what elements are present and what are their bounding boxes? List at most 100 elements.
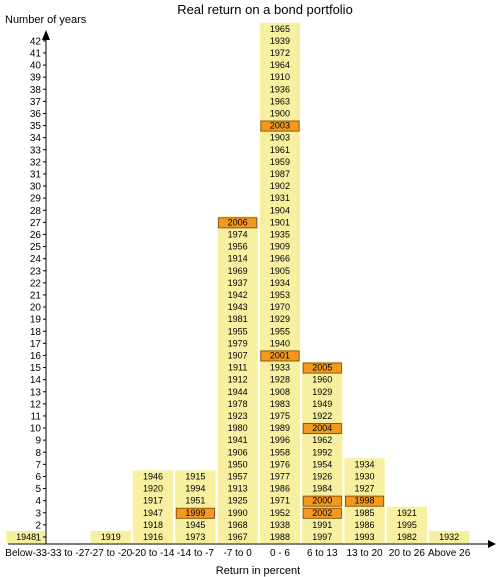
year-label-1934: 1934: [355, 459, 375, 469]
year-label-1917: 1917: [143, 496, 163, 506]
year-label-1906: 1906: [228, 447, 248, 457]
y-tick-label: 6: [35, 472, 41, 483]
year-label-2001: 2001: [270, 351, 290, 361]
bar--14-to--7: [175, 470, 216, 543]
year-label-1980: 1980: [228, 423, 248, 433]
x-tick-label: 6 to 13: [307, 548, 338, 559]
x-tick-label: 20 to 26: [389, 548, 426, 559]
year-label-1928: 1928: [270, 375, 290, 385]
y-axis-ticks: 1234567891011121314151617181920212223242…: [30, 36, 46, 543]
year-label-1967: 1967: [228, 532, 248, 542]
year-label-1964: 1964: [270, 60, 290, 70]
year-label-1907: 1907: [228, 351, 248, 361]
y-tick-label: 20: [30, 303, 42, 314]
y-tick-label: 38: [30, 85, 42, 96]
year-label-1908: 1908: [270, 387, 290, 397]
y-tick-label: 33: [30, 145, 42, 156]
y-tick-label: 11: [31, 411, 42, 422]
year-label-1900: 1900: [270, 109, 290, 119]
year-label-1925: 1925: [228, 496, 248, 506]
year-label-1969: 1969: [228, 266, 248, 276]
year-label-1977: 1977: [270, 472, 290, 482]
x-tick-label: -14 to -7: [177, 548, 215, 559]
y-tick-label: 35: [30, 121, 42, 132]
highlight-box-2005: [302, 362, 342, 374]
y-tick-label: 25: [30, 242, 42, 253]
year-label-1986: 1986: [355, 520, 375, 530]
year-label-1956: 1956: [228, 242, 248, 252]
year-label-1966: 1966: [270, 254, 290, 264]
y-tick-label: 13: [30, 387, 42, 398]
year-label-1981: 1981: [228, 314, 248, 324]
y-tick-label: 41: [30, 48, 42, 59]
y-tick-label: 9: [35, 436, 41, 447]
year-label-1947: 1947: [143, 508, 163, 518]
year-label-2002: 2002: [312, 508, 332, 518]
year-label-1989: 1989: [270, 423, 290, 433]
year-label-1961: 1961: [270, 145, 290, 155]
bar-Above-26: [429, 530, 470, 543]
year-label-1919: 1919: [101, 532, 121, 542]
y-tick-label: 5: [35, 484, 41, 495]
highlight-box-1998: [344, 495, 385, 507]
x-tick-label: 13 to 20: [346, 548, 383, 559]
year-label-1902: 1902: [270, 181, 290, 191]
year-label-1910: 1910: [270, 72, 290, 82]
x-tick-label: -20 to -14: [132, 548, 175, 559]
year-label-1992: 1992: [312, 447, 332, 457]
bar--27-to--20: [90, 530, 131, 543]
y-tick-label: 12: [30, 399, 42, 410]
y-tick-label: 28: [30, 206, 42, 217]
year-label-1952: 1952: [270, 508, 290, 518]
bar-0---6: [259, 22, 301, 543]
year-label-1904: 1904: [270, 205, 290, 215]
y-tick-label: 23: [30, 266, 42, 277]
y-tick-label: 18: [30, 327, 42, 338]
x-axis-ticks: Below-33 -33 to -27 -27 to -20 -20 to -14 -1…: [5, 548, 470, 559]
year-label-1954: 1954: [312, 459, 332, 469]
y-tick-label: 3: [35, 508, 41, 519]
year-label-1933: 1933: [270, 363, 290, 373]
year-label-1914: 1914: [228, 254, 248, 264]
year-label-1955: 1955: [270, 326, 290, 336]
year-label-2004: 2004: [312, 423, 332, 433]
year-label-1942: 1942: [228, 290, 248, 300]
y-tick-label: 14: [30, 375, 42, 386]
year-label-1912: 1912: [228, 375, 248, 385]
year-label-1991: 1991: [312, 520, 332, 530]
year-label-1944: 1944: [228, 387, 248, 397]
year-label-1976: 1976: [270, 459, 290, 469]
year-label-1946: 1946: [143, 472, 163, 482]
y-tick-label: 40: [30, 61, 42, 72]
year-label-2005: 2005: [312, 363, 332, 373]
y-tick-label: 39: [30, 73, 42, 84]
y-tick-label: 30: [30, 182, 42, 193]
year-label-1927: 1927: [355, 484, 375, 494]
year-label-1918: 1918: [143, 520, 163, 530]
year-label-1911: 1911: [228, 363, 247, 373]
year-label-1931: 1931: [270, 193, 290, 203]
year-label-1968: 1968: [228, 520, 248, 530]
chart-title: Real return on a bond portfolio: [177, 2, 353, 17]
y-tick-label: 24: [30, 254, 42, 265]
year-label-1988: 1988: [270, 532, 290, 542]
highlight-box-2004: [302, 423, 342, 435]
highlight-box-2006: [218, 217, 258, 229]
year-label-1953: 1953: [270, 290, 290, 300]
y-axis-label: Number of years: [5, 14, 87, 26]
year-label-1970: 1970: [270, 302, 290, 312]
y-tick-label: 21: [30, 290, 42, 301]
y-tick-label: 27: [30, 218, 42, 229]
y-tick-label: 19: [30, 315, 42, 326]
year-label-1963: 1963: [270, 96, 290, 106]
year-label-1943: 1943: [228, 302, 248, 312]
year-label-1929: 1929: [312, 387, 332, 397]
year-label-1960: 1960: [312, 375, 332, 385]
year-label-1941: 1941: [228, 435, 248, 445]
y-tick-label: 15: [30, 363, 42, 374]
year-label-1945: 1945: [185, 520, 205, 530]
histogram-cells: 1948 1919 19161918194719171920194619731945…: [6, 22, 470, 544]
year-label-1926: 1926: [312, 472, 332, 482]
year-label-2006: 2006: [228, 217, 248, 227]
bar--7-to-0: [217, 216, 258, 544]
